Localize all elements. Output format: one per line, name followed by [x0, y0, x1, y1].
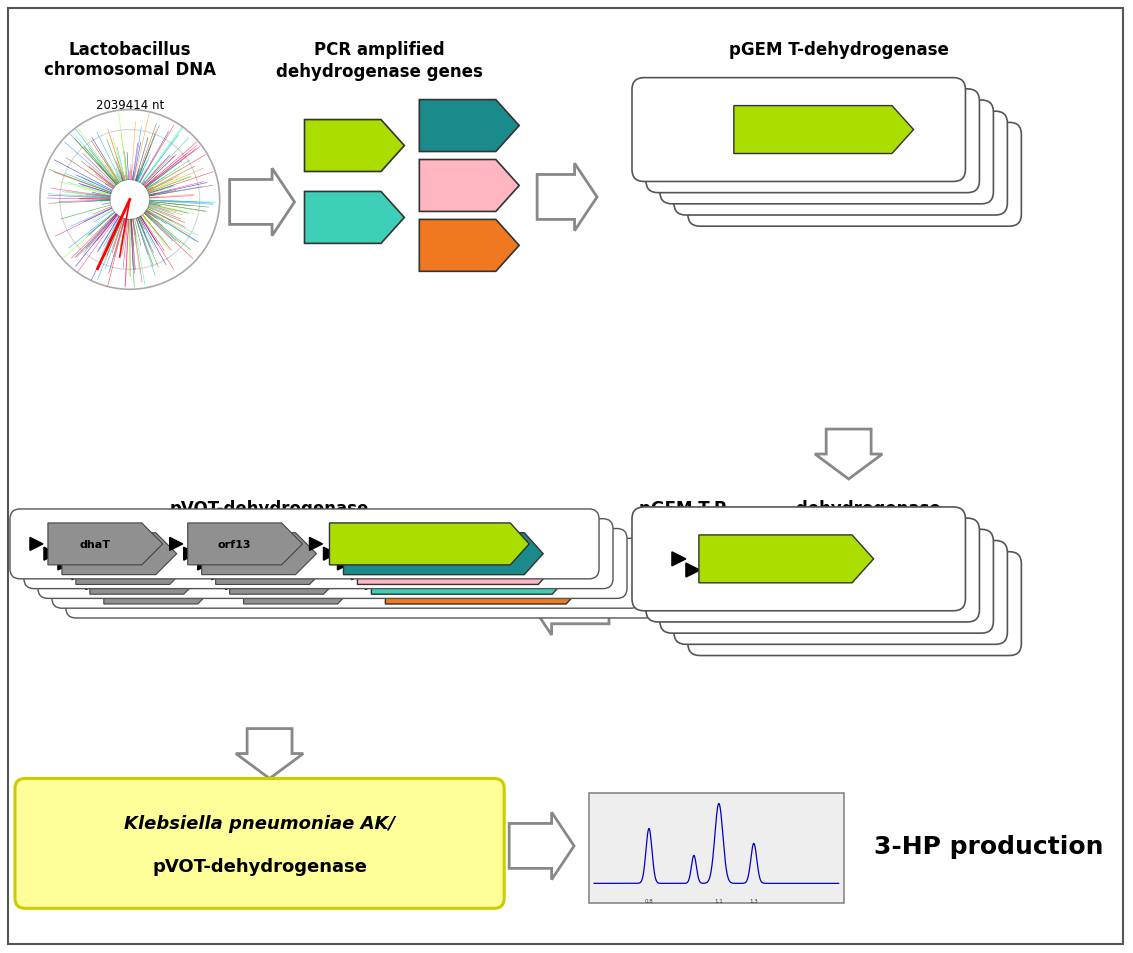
FancyBboxPatch shape [688, 552, 1021, 656]
Polygon shape [324, 548, 337, 560]
Polygon shape [741, 569, 915, 617]
Polygon shape [305, 193, 404, 244]
Text: 2039414 nt: 2039414 nt [95, 98, 164, 112]
Text: chromosomal DNA: chromosomal DNA [44, 61, 215, 78]
Polygon shape [225, 577, 239, 590]
Polygon shape [309, 537, 323, 551]
FancyBboxPatch shape [632, 78, 965, 182]
Polygon shape [86, 577, 99, 590]
Polygon shape [170, 537, 182, 551]
Polygon shape [212, 567, 224, 580]
Polygon shape [714, 586, 727, 599]
Polygon shape [755, 580, 929, 628]
Polygon shape [48, 523, 163, 565]
Text: orf13: orf13 [232, 549, 265, 559]
Polygon shape [29, 537, 43, 551]
Polygon shape [748, 117, 928, 166]
Text: PCR amplified: PCR amplified [314, 41, 445, 59]
Polygon shape [197, 558, 211, 570]
Polygon shape [104, 562, 219, 604]
Polygon shape [244, 562, 358, 604]
Text: orf13: orf13 [218, 539, 252, 549]
Text: pVOT-dehydrogenase: pVOT-dehydrogenase [170, 499, 369, 517]
Text: lacZ: lacZ [757, 507, 783, 517]
Text: 0.8: 0.8 [645, 899, 654, 903]
FancyBboxPatch shape [659, 101, 994, 205]
FancyBboxPatch shape [674, 112, 1007, 215]
Text: 1.3: 1.3 [749, 899, 758, 903]
Polygon shape [419, 160, 519, 213]
Polygon shape [700, 575, 714, 589]
Polygon shape [713, 546, 887, 595]
Polygon shape [215, 543, 331, 585]
Polygon shape [188, 523, 303, 565]
FancyBboxPatch shape [52, 538, 641, 609]
Text: dehydrogenase genes: dehydrogenase genes [276, 63, 483, 81]
FancyBboxPatch shape [646, 90, 979, 193]
Polygon shape [815, 430, 883, 479]
Polygon shape [76, 543, 190, 585]
Polygon shape [372, 553, 571, 595]
Polygon shape [419, 100, 519, 152]
FancyBboxPatch shape [674, 541, 1007, 644]
Text: orf13: orf13 [246, 558, 280, 569]
Polygon shape [537, 164, 597, 232]
Text: orf13: orf13 [274, 578, 307, 588]
Polygon shape [230, 169, 295, 236]
FancyBboxPatch shape [632, 507, 965, 611]
Polygon shape [761, 129, 942, 176]
FancyBboxPatch shape [15, 779, 504, 908]
FancyBboxPatch shape [659, 530, 994, 634]
Polygon shape [529, 568, 610, 636]
Polygon shape [305, 120, 404, 172]
Polygon shape [727, 558, 902, 605]
Polygon shape [58, 558, 71, 570]
Text: dhaT: dhaT [121, 569, 152, 578]
Polygon shape [685, 563, 700, 578]
Text: pGEM T-dehydrogenase: pGEM T-dehydrogenase [729, 41, 948, 59]
Polygon shape [90, 553, 205, 595]
FancyBboxPatch shape [646, 518, 979, 622]
Text: pGEM T-P: pGEM T-P [639, 499, 726, 517]
Polygon shape [330, 523, 529, 565]
Polygon shape [776, 140, 955, 188]
Polygon shape [727, 597, 742, 611]
FancyBboxPatch shape [688, 123, 1021, 227]
Polygon shape [236, 729, 304, 779]
Text: 1.1: 1.1 [715, 899, 723, 903]
Bar [589, 794, 844, 903]
FancyBboxPatch shape [37, 529, 627, 598]
Polygon shape [62, 533, 177, 575]
Polygon shape [672, 553, 685, 566]
Text: -dehydrogenase: -dehydrogenase [789, 499, 940, 517]
Polygon shape [790, 152, 970, 199]
Text: orf13: orf13 [259, 569, 293, 578]
Text: dhaT: dhaT [108, 558, 138, 569]
Polygon shape [338, 558, 350, 570]
Polygon shape [44, 548, 57, 560]
Polygon shape [385, 562, 585, 604]
FancyBboxPatch shape [24, 519, 613, 589]
Text: dhaT: dhaT [135, 578, 167, 588]
Text: dhaT: dhaT [93, 549, 125, 559]
Text: pVOT-dehydrogenase: pVOT-dehydrogenase [152, 858, 367, 876]
FancyBboxPatch shape [66, 549, 655, 618]
Text: 3-HP production: 3-HP production [874, 835, 1104, 859]
Polygon shape [351, 567, 365, 580]
Polygon shape [357, 543, 557, 585]
Polygon shape [509, 812, 574, 880]
Polygon shape [184, 548, 197, 560]
Polygon shape [699, 536, 874, 583]
Text: dhaT: dhaT [79, 539, 110, 549]
Polygon shape [734, 107, 913, 154]
Text: Lactobacillus: Lactobacillus [68, 41, 191, 59]
Polygon shape [230, 553, 344, 595]
Polygon shape [366, 577, 378, 590]
Polygon shape [343, 533, 543, 575]
FancyBboxPatch shape [10, 510, 599, 579]
Polygon shape [419, 220, 519, 272]
Polygon shape [71, 567, 85, 580]
Text: Klebsiella pneumoniae AK/: Klebsiella pneumoniae AK/ [123, 815, 395, 833]
Polygon shape [202, 533, 316, 575]
